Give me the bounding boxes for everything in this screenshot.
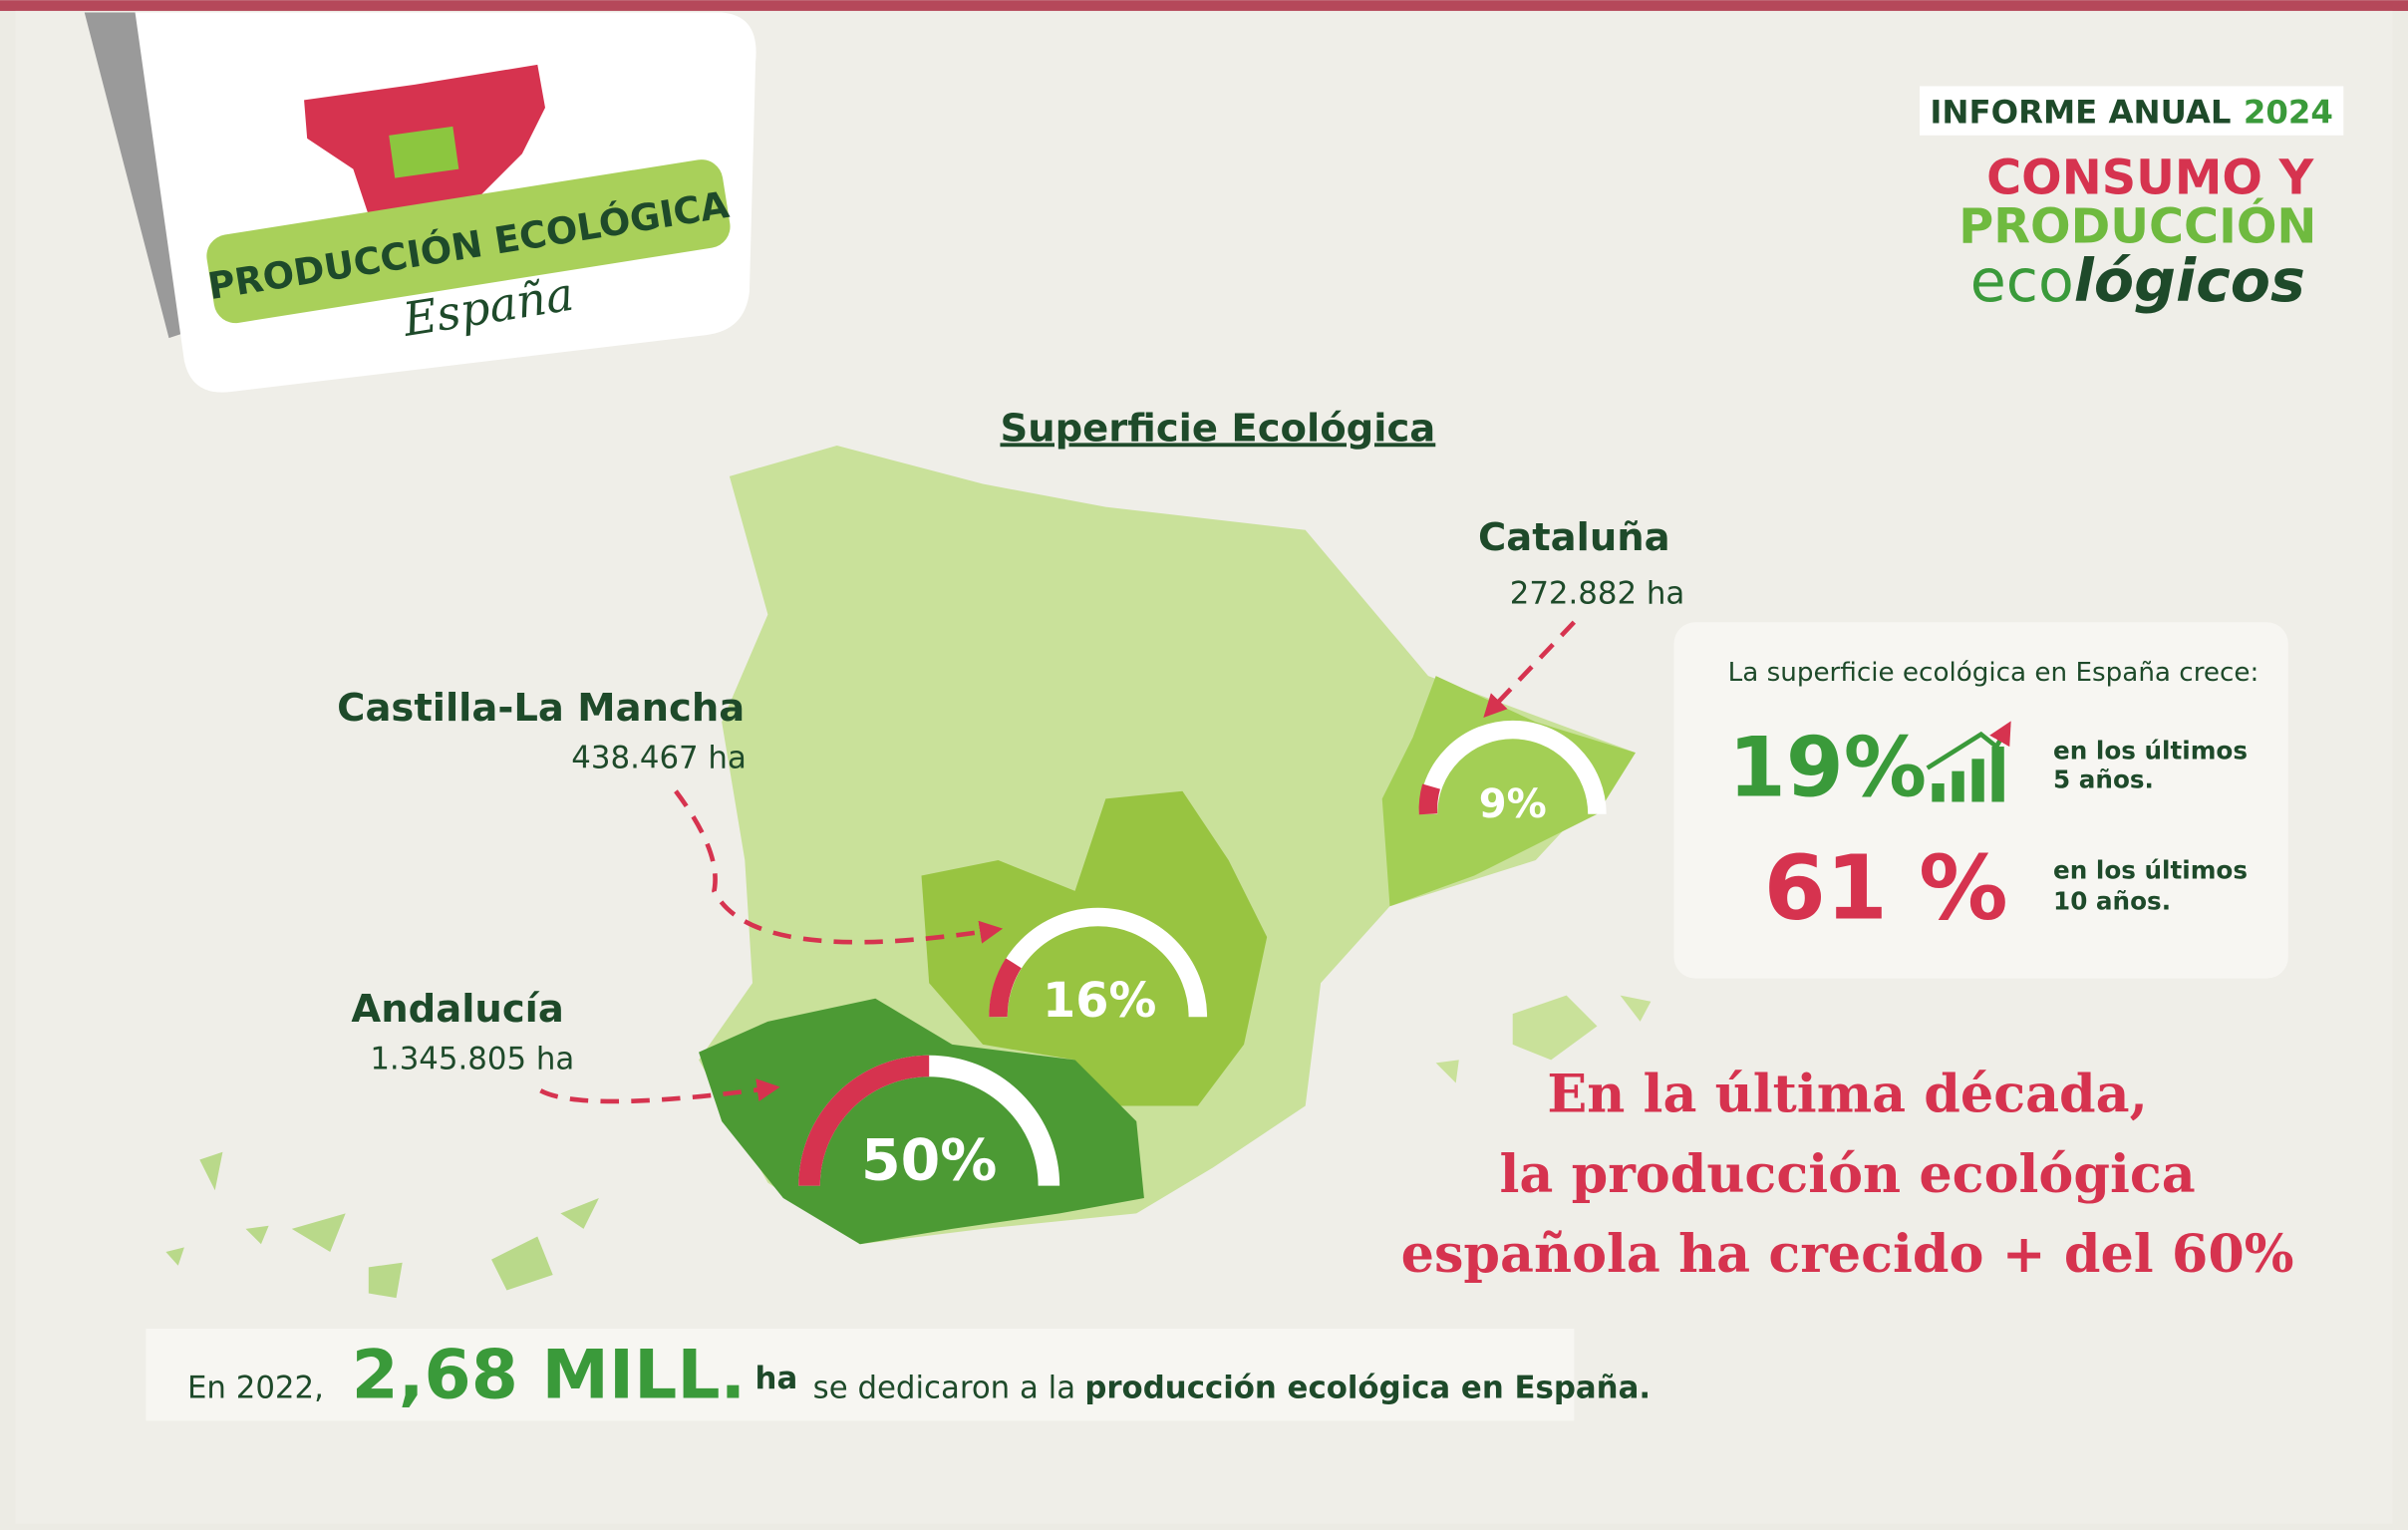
map-title: Superficie Ecológica bbox=[1000, 406, 1435, 451]
logo-eu-leaf bbox=[389, 126, 459, 178]
growth-text-10b: 10 años. bbox=[2053, 886, 2171, 915]
report-label-box bbox=[1920, 86, 2344, 136]
report-label-text: INFORME ANUAL bbox=[1930, 93, 2231, 131]
icon-bar bbox=[1932, 782, 1945, 802]
arrows bbox=[539, 620, 1577, 1104]
banner-box bbox=[146, 1328, 1575, 1421]
logo-banner bbox=[206, 159, 731, 324]
map-cataluna bbox=[1381, 676, 1636, 907]
growth-value-10: 61 % bbox=[1764, 837, 2008, 941]
andalucia-share: 50% bbox=[861, 1128, 997, 1194]
castilla-area: 438.467 ha bbox=[571, 741, 747, 776]
map-canarias bbox=[165, 1151, 599, 1299]
report-title-2: PRODUCCIÓN bbox=[1958, 198, 2316, 255]
report-label: INFORME ANUAL 2024 bbox=[1930, 93, 2333, 131]
growth-intro: La superficie ecológica en España crece: bbox=[1728, 658, 2259, 688]
arrow-castilla bbox=[674, 789, 1004, 945]
banner-emphasis: producción ecológica en España. bbox=[1084, 1370, 1651, 1405]
banner-unit: ha bbox=[755, 1361, 798, 1396]
gauge-andalucia-fill bbox=[798, 1055, 930, 1186]
icon-bar bbox=[1952, 770, 1964, 802]
map-baleares bbox=[1435, 995, 1652, 1083]
report-title-logicos: lógicos bbox=[2074, 247, 2305, 315]
gauges bbox=[798, 720, 1607, 1186]
growth-value-5: 19% bbox=[1728, 719, 1927, 815]
cataluna-share: 9% bbox=[1479, 781, 1547, 827]
banner-lead: En 2022, bbox=[187, 1370, 324, 1405]
cataluna-name: Cataluña bbox=[1478, 515, 1670, 560]
logo-shadow bbox=[84, 12, 192, 339]
growth-icon bbox=[1926, 721, 2011, 802]
castilla-name: Castilla-La Mancha bbox=[337, 686, 745, 731]
gauge-cataluna bbox=[1418, 720, 1607, 814]
report-title-1: CONSUMO Y bbox=[1986, 151, 2314, 205]
report-year: 2024 bbox=[2244, 93, 2333, 131]
growth-text-5a: en los últimos bbox=[2053, 736, 2248, 765]
map-castilla-la-mancha bbox=[921, 790, 1268, 1106]
gauge-cataluna-fill bbox=[1418, 783, 1441, 815]
arrow-cataluna bbox=[1483, 620, 1577, 719]
icon-bar bbox=[1971, 759, 1984, 802]
headline-3: española ha crecido + del 60% bbox=[1401, 1224, 2294, 1285]
castilla-share: 16% bbox=[1043, 974, 1156, 1029]
andalucia-area: 1.345.805 ha bbox=[370, 1042, 574, 1077]
banner-text: En 2022, 2,68 MILL. ha se dedicaron a la pro… bbox=[187, 1335, 1651, 1413]
banner-value: 2,68 MILL. bbox=[352, 1335, 747, 1413]
top-bar bbox=[0, 0, 2408, 11]
icon-bar bbox=[1991, 747, 2004, 802]
arrow-andalucia bbox=[539, 1078, 780, 1104]
headline-2: la producción ecológica bbox=[1500, 1144, 2196, 1205]
headline-1: En la última década, bbox=[1547, 1065, 2148, 1125]
report-title-3: ecológicos bbox=[1970, 247, 2305, 315]
growth-text-5b: 5 años. bbox=[2053, 765, 2154, 794]
banner-middle: se dedicaron a la bbox=[813, 1370, 1075, 1405]
growth-text-10a: en los últimos bbox=[2053, 856, 2248, 885]
gauge-castilla-fill bbox=[989, 958, 1022, 1018]
icon-arrow bbox=[1926, 721, 2011, 770]
cataluna-area: 272.882 ha bbox=[1510, 576, 1685, 612]
andalucia-name: Andalucía bbox=[351, 987, 563, 1032]
report-title-eco: eco bbox=[1970, 247, 2074, 315]
